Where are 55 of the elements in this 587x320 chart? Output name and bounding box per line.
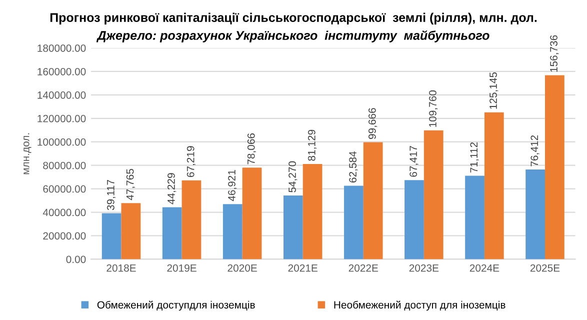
x-tick-label: 2025E bbox=[530, 264, 560, 272]
bar bbox=[424, 130, 444, 260]
x-tick-label: 2021E bbox=[288, 264, 318, 272]
legend-label: Необмежений доступ для іноземців bbox=[334, 300, 506, 311]
y-tick-label: 140000.00 bbox=[38, 91, 86, 99]
x-tick-label: 2018E bbox=[106, 264, 136, 272]
x-tick-label: 2019E bbox=[167, 264, 196, 272]
bar bbox=[242, 168, 262, 260]
bar bbox=[363, 142, 383, 260]
y-tick-label: 180000.00 bbox=[38, 44, 86, 52]
bar bbox=[544, 75, 564, 260]
data-label: 39,117 bbox=[106, 180, 116, 210]
y-tick-label: 120000.00 bbox=[38, 114, 86, 122]
x-tick-label: 2024E bbox=[470, 264, 500, 272]
chart-title: Прогноз ринкової капіталізації сільськогосподарської землі (рілля), млн. дол. bbox=[50, 12, 537, 24]
y-tick-label: 100000.00 bbox=[38, 138, 86, 146]
bar bbox=[182, 180, 202, 260]
bar bbox=[283, 196, 303, 260]
bar bbox=[404, 180, 424, 260]
x-tick-label: 2023E bbox=[409, 264, 439, 272]
bar bbox=[526, 170, 545, 260]
data-label: 99,666 bbox=[368, 108, 378, 139]
data-label: 46,921 bbox=[228, 170, 237, 202]
data-label: 81,129 bbox=[308, 130, 317, 161]
data-label: 44,229 bbox=[168, 173, 176, 204]
bar bbox=[344, 186, 364, 260]
legend-label: Обмежений доступдля іноземців bbox=[97, 300, 255, 311]
bar bbox=[465, 176, 484, 260]
x-tick-label: 2020E bbox=[228, 264, 257, 272]
data-label: 156,736 bbox=[550, 35, 559, 72]
y-tick-label: 160000.00 bbox=[38, 68, 86, 76]
bar bbox=[102, 213, 122, 260]
y-tick-label: 80000.00 bbox=[43, 162, 86, 170]
y-tick-label: 40000.00 bbox=[42, 208, 86, 216]
data-label: 47,765 bbox=[126, 168, 135, 200]
data-label: 125,145 bbox=[490, 72, 498, 109]
data-label: 78,066 bbox=[247, 133, 256, 164]
data-label: 54,270 bbox=[288, 161, 298, 192]
x-tick-label: 2022E bbox=[348, 264, 378, 272]
bar bbox=[121, 203, 141, 260]
data-label: 76,412 bbox=[530, 135, 540, 166]
bar bbox=[222, 204, 242, 260]
data-label: 62,584 bbox=[349, 151, 358, 182]
y-tick-label: 0.00 bbox=[66, 256, 86, 264]
y-tick-label: 60000.00 bbox=[43, 185, 86, 193]
data-label: 71,112 bbox=[470, 142, 479, 172]
chart-subtitle: Джерело: розрахунок Українського інституту майбутнього bbox=[96, 30, 490, 42]
data-label: 109,760 bbox=[429, 90, 438, 127]
y-axis-title: млн.дол. bbox=[24, 133, 32, 174]
data-label: 67,219 bbox=[186, 146, 196, 178]
data-label: 67,417 bbox=[410, 146, 418, 177]
bar bbox=[162, 207, 182, 260]
y-tick-label: 20000.00 bbox=[43, 232, 86, 240]
bar bbox=[484, 112, 504, 260]
bar bbox=[302, 164, 322, 260]
